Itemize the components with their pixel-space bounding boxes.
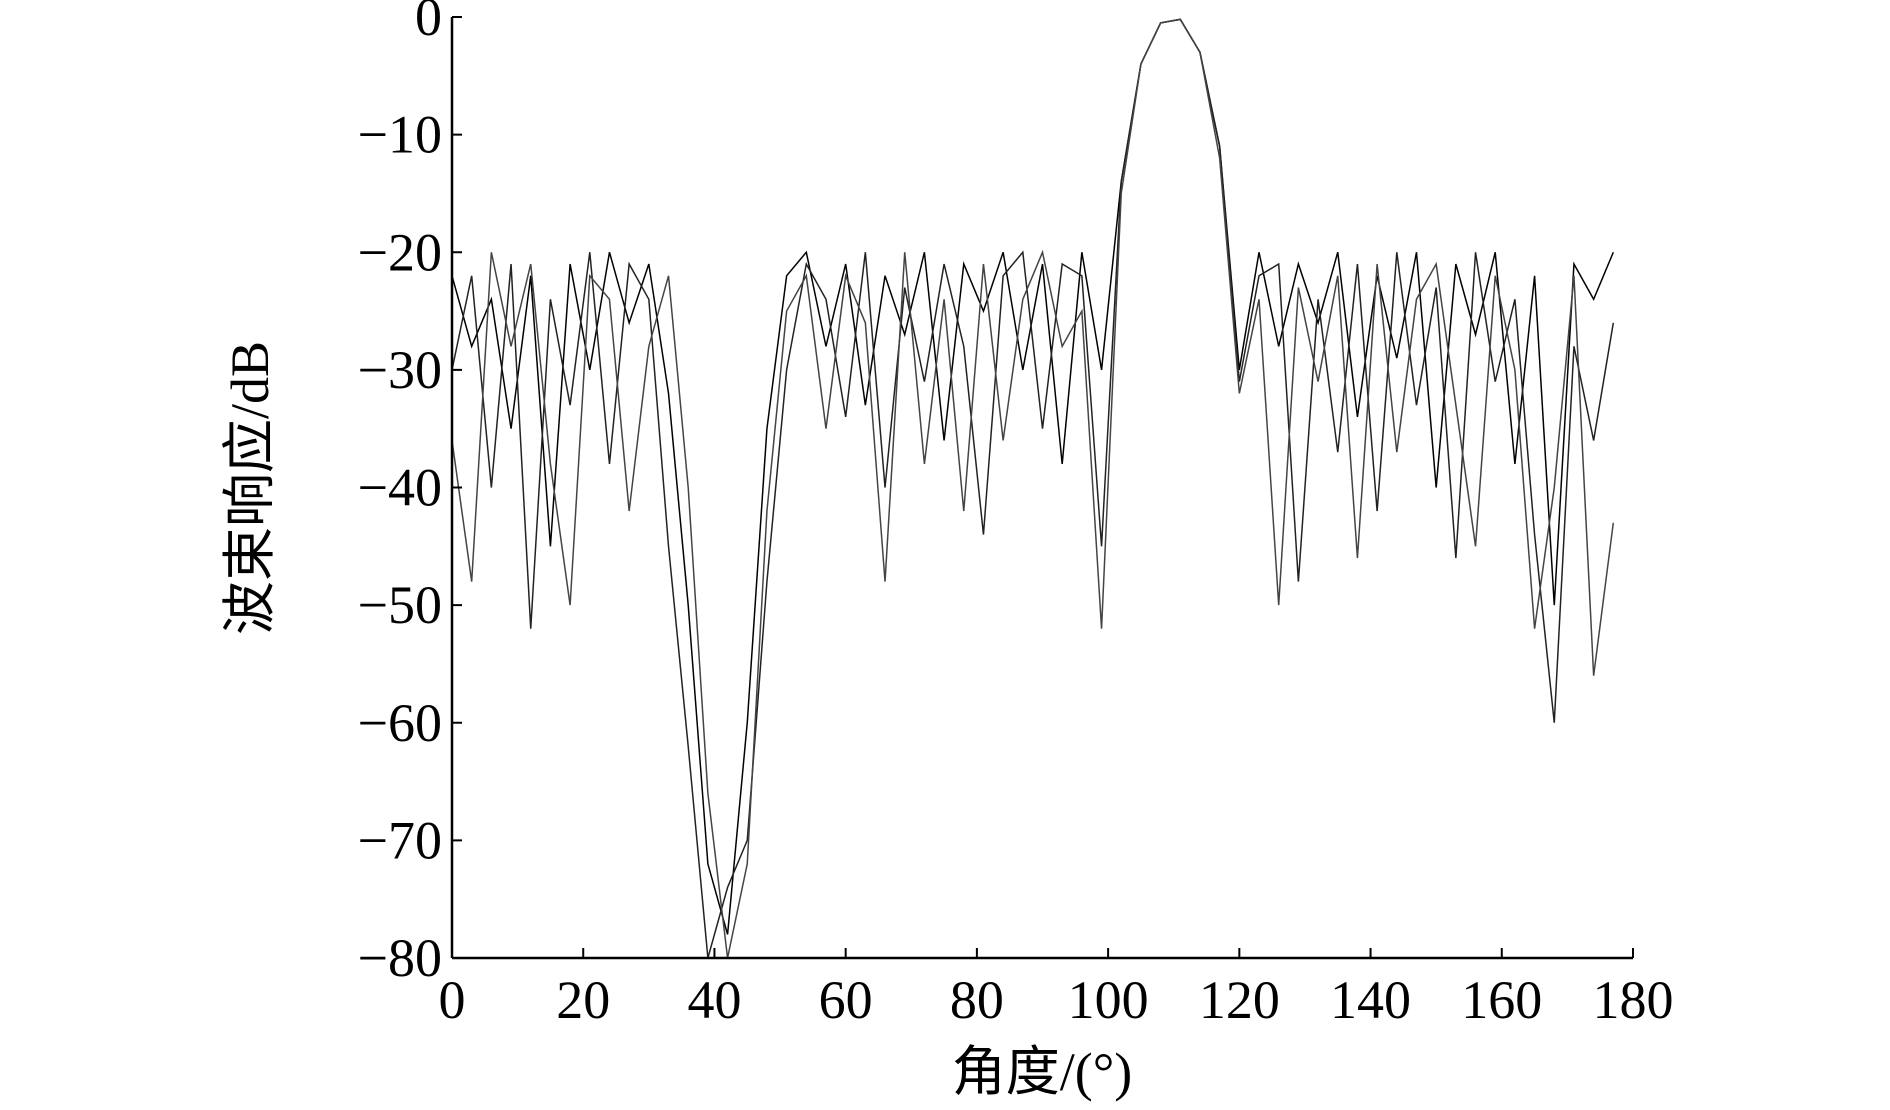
x-tick-label: 180 (1593, 970, 1674, 1030)
x-tick-label: 120 (1199, 970, 1280, 1030)
series-line (451, 18, 1615, 959)
x-tick-label: 60 (819, 970, 873, 1030)
y-tick-label: −50 (358, 575, 442, 635)
series-line (451, 18, 1615, 935)
x-tick-label: 160 (1461, 970, 1542, 1030)
x-tick-label: 20 (556, 970, 610, 1030)
x-tick-label: 40 (687, 970, 741, 1030)
y-tick-label: −10 (358, 105, 442, 165)
x-tick-label: 140 (1330, 970, 1411, 1030)
series-line (451, 18, 1615, 959)
y-tick-label: −20 (358, 222, 442, 282)
x-tick-label: 100 (1068, 970, 1149, 1030)
y-tick-label: −40 (358, 458, 442, 518)
y-axis-label: 波束响应/dB (220, 341, 280, 635)
x-axis-label: 角度/(°) (952, 1042, 1133, 1102)
y-tick-label: −70 (358, 810, 442, 870)
y-tick-label: −80 (358, 928, 442, 988)
y-tick-label: 0 (415, 0, 442, 47)
x-tick-label: 0 (439, 970, 466, 1030)
y-tick-label: −30 (358, 340, 442, 400)
x-tick-label: 80 (950, 970, 1004, 1030)
y-tick-label: −60 (358, 693, 442, 753)
